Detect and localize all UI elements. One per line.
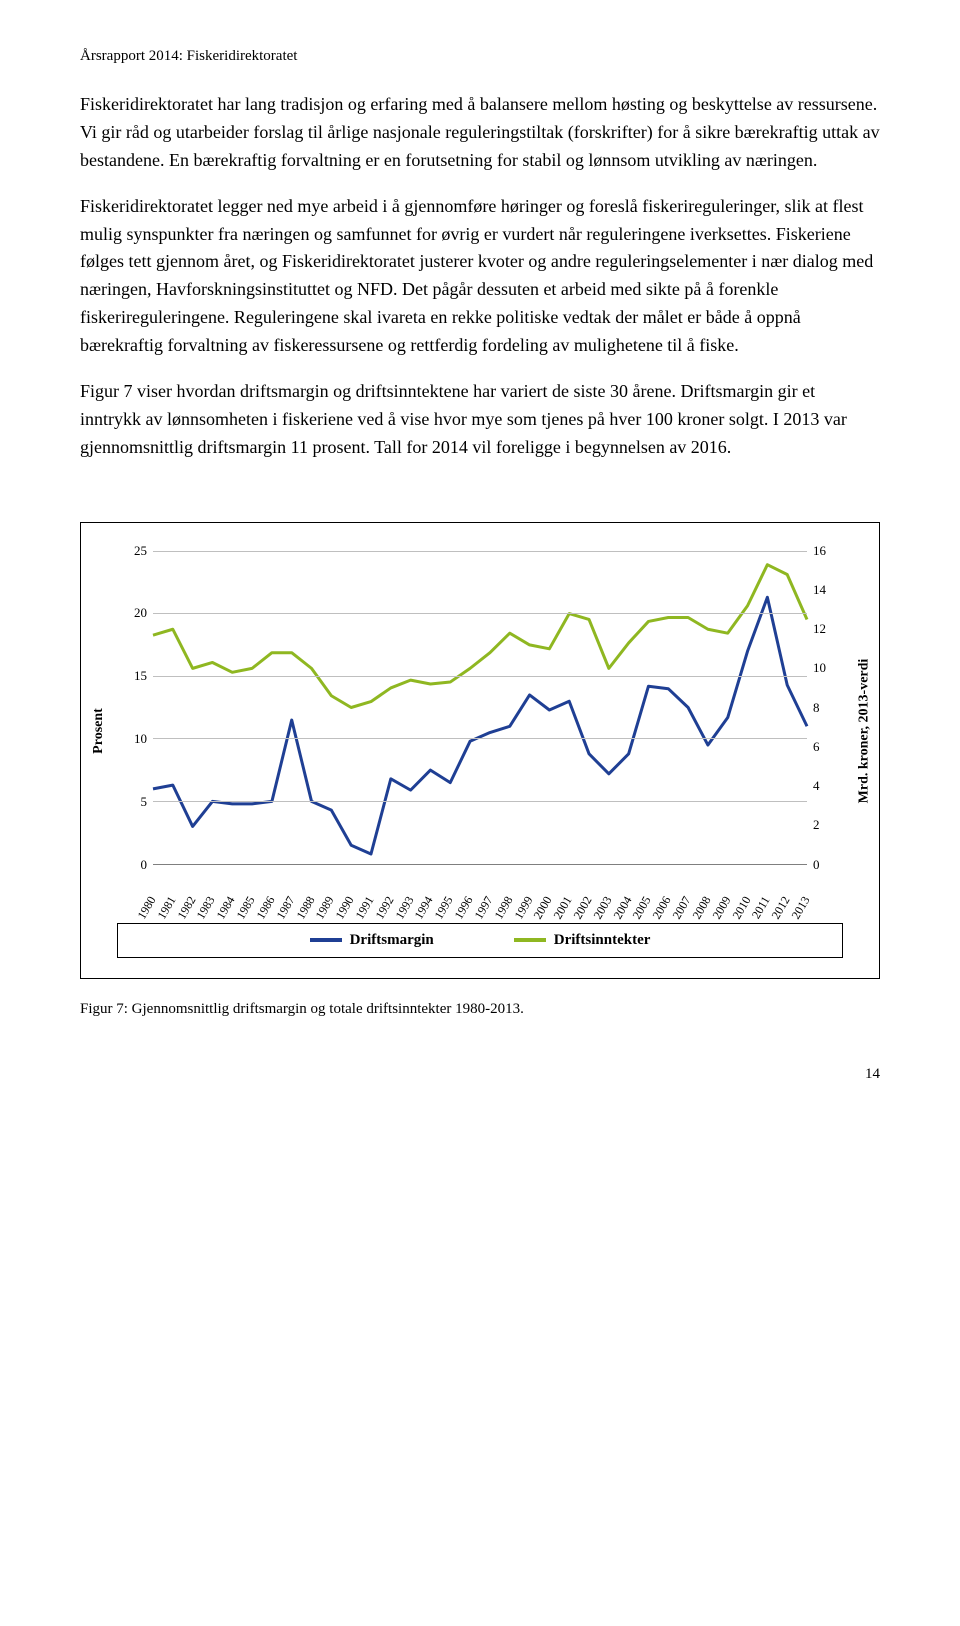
x-tick: 2009	[709, 893, 734, 921]
y-tick-right: 2	[813, 817, 820, 833]
paragraph: Fiskeridirektoratet har lang tradisjon o…	[80, 91, 880, 175]
y-tick-right: 6	[813, 739, 820, 755]
y-tick-right: 4	[813, 778, 820, 794]
x-tick: 2007	[670, 893, 695, 921]
x-tick: 1990	[333, 893, 358, 921]
gridline	[153, 801, 807, 802]
x-tick: 1997	[471, 893, 496, 921]
x-tick: 1985	[234, 893, 259, 921]
y-tick-right: 14	[813, 582, 826, 598]
page-number: 14	[80, 1066, 880, 1083]
series-line-driftsmargin	[153, 597, 807, 854]
x-tick: 2006	[650, 893, 675, 921]
y-tick-left: 15	[134, 668, 147, 684]
x-tick: 1986	[253, 893, 278, 921]
plot	[153, 551, 807, 865]
gridline	[153, 613, 807, 614]
x-tick: 1982	[174, 893, 199, 921]
gridline	[153, 551, 807, 552]
paragraph: Figur 7 viser hvordan driftsmargin og dr…	[80, 378, 880, 462]
x-tick: 1993	[392, 893, 417, 921]
series-line-driftsinntekter	[153, 564, 807, 707]
x-tick: 1994	[412, 893, 437, 921]
x-tick: 2003	[590, 893, 615, 921]
legend-item-driftsmargin: Driftsmargin	[310, 932, 434, 949]
x-tick: 2001	[551, 893, 576, 921]
x-tick: 2008	[689, 893, 714, 921]
y-tick-left: 20	[134, 605, 147, 621]
x-tick: 2010	[729, 893, 754, 921]
line-series	[153, 551, 807, 864]
x-axis-ticks: 1980198119821983198419851986198719881989…	[153, 865, 807, 911]
x-tick: 1999	[511, 893, 536, 921]
x-tick: 1992	[372, 893, 397, 921]
y-axis-left-label: Prosent	[91, 708, 107, 754]
x-tick: 2011	[749, 893, 774, 921]
x-tick: 2000	[531, 893, 556, 921]
x-tick: 1981	[154, 893, 179, 921]
y-tick-left: 5	[141, 794, 148, 810]
x-tick: 1984	[214, 893, 239, 921]
legend-item-driftsinntekter: Driftsinntekter	[514, 932, 651, 949]
x-tick: 1995	[432, 893, 457, 921]
figure-caption: Figur 7: Gjennomsnittlig driftsmargin og…	[80, 1001, 880, 1018]
chart-legend: Driftsmargin Driftsinntekter	[117, 923, 843, 958]
body-text: Fiskeridirektoratet har lang tradisjon o…	[80, 91, 880, 462]
x-tick: 1980	[135, 893, 160, 921]
y-tick-right: 16	[813, 543, 826, 559]
y-tick-left: 25	[134, 543, 147, 559]
x-tick: 2005	[630, 893, 655, 921]
x-tick: 1991	[353, 893, 378, 921]
legend-label: Driftsmargin	[350, 932, 434, 949]
y-tick-left: 0	[141, 857, 148, 873]
gridline	[153, 676, 807, 677]
plot-wrap: 05101520250246810121416	[153, 551, 807, 865]
legend-swatch	[310, 938, 342, 942]
paragraph: Fiskeridirektoratet legger ned mye arbei…	[80, 193, 880, 360]
y-tick-right: 12	[813, 621, 826, 637]
x-tick: 1998	[491, 893, 516, 921]
x-tick: 1989	[313, 893, 338, 921]
y-axis-right-label: Mrd. kroner, 2013-verdi	[857, 658, 873, 803]
y-tick-left: 10	[134, 731, 147, 747]
running-header: Årsrapport 2014: Fiskeridirektoratet	[80, 48, 880, 65]
chart-area: Prosent Mrd. kroner, 2013-verdi 05101520…	[109, 551, 851, 911]
x-tick: 1987	[273, 893, 298, 921]
y-tick-right: 8	[813, 700, 820, 716]
legend-label: Driftsinntekter	[554, 932, 651, 949]
chart-frame: Prosent Mrd. kroner, 2013-verdi 05101520…	[80, 522, 880, 979]
y-tick-right: 0	[813, 857, 820, 873]
x-tick: 2002	[571, 893, 596, 921]
x-tick: 1996	[452, 893, 477, 921]
gridline	[153, 738, 807, 739]
y-tick-right: 10	[813, 660, 826, 676]
legend-swatch	[514, 938, 546, 942]
x-tick: 1988	[293, 893, 318, 921]
x-tick: 2013	[789, 893, 814, 921]
x-tick: 2004	[610, 893, 635, 921]
x-tick: 1983	[194, 893, 219, 921]
x-tick: 2012	[769, 893, 794, 921]
